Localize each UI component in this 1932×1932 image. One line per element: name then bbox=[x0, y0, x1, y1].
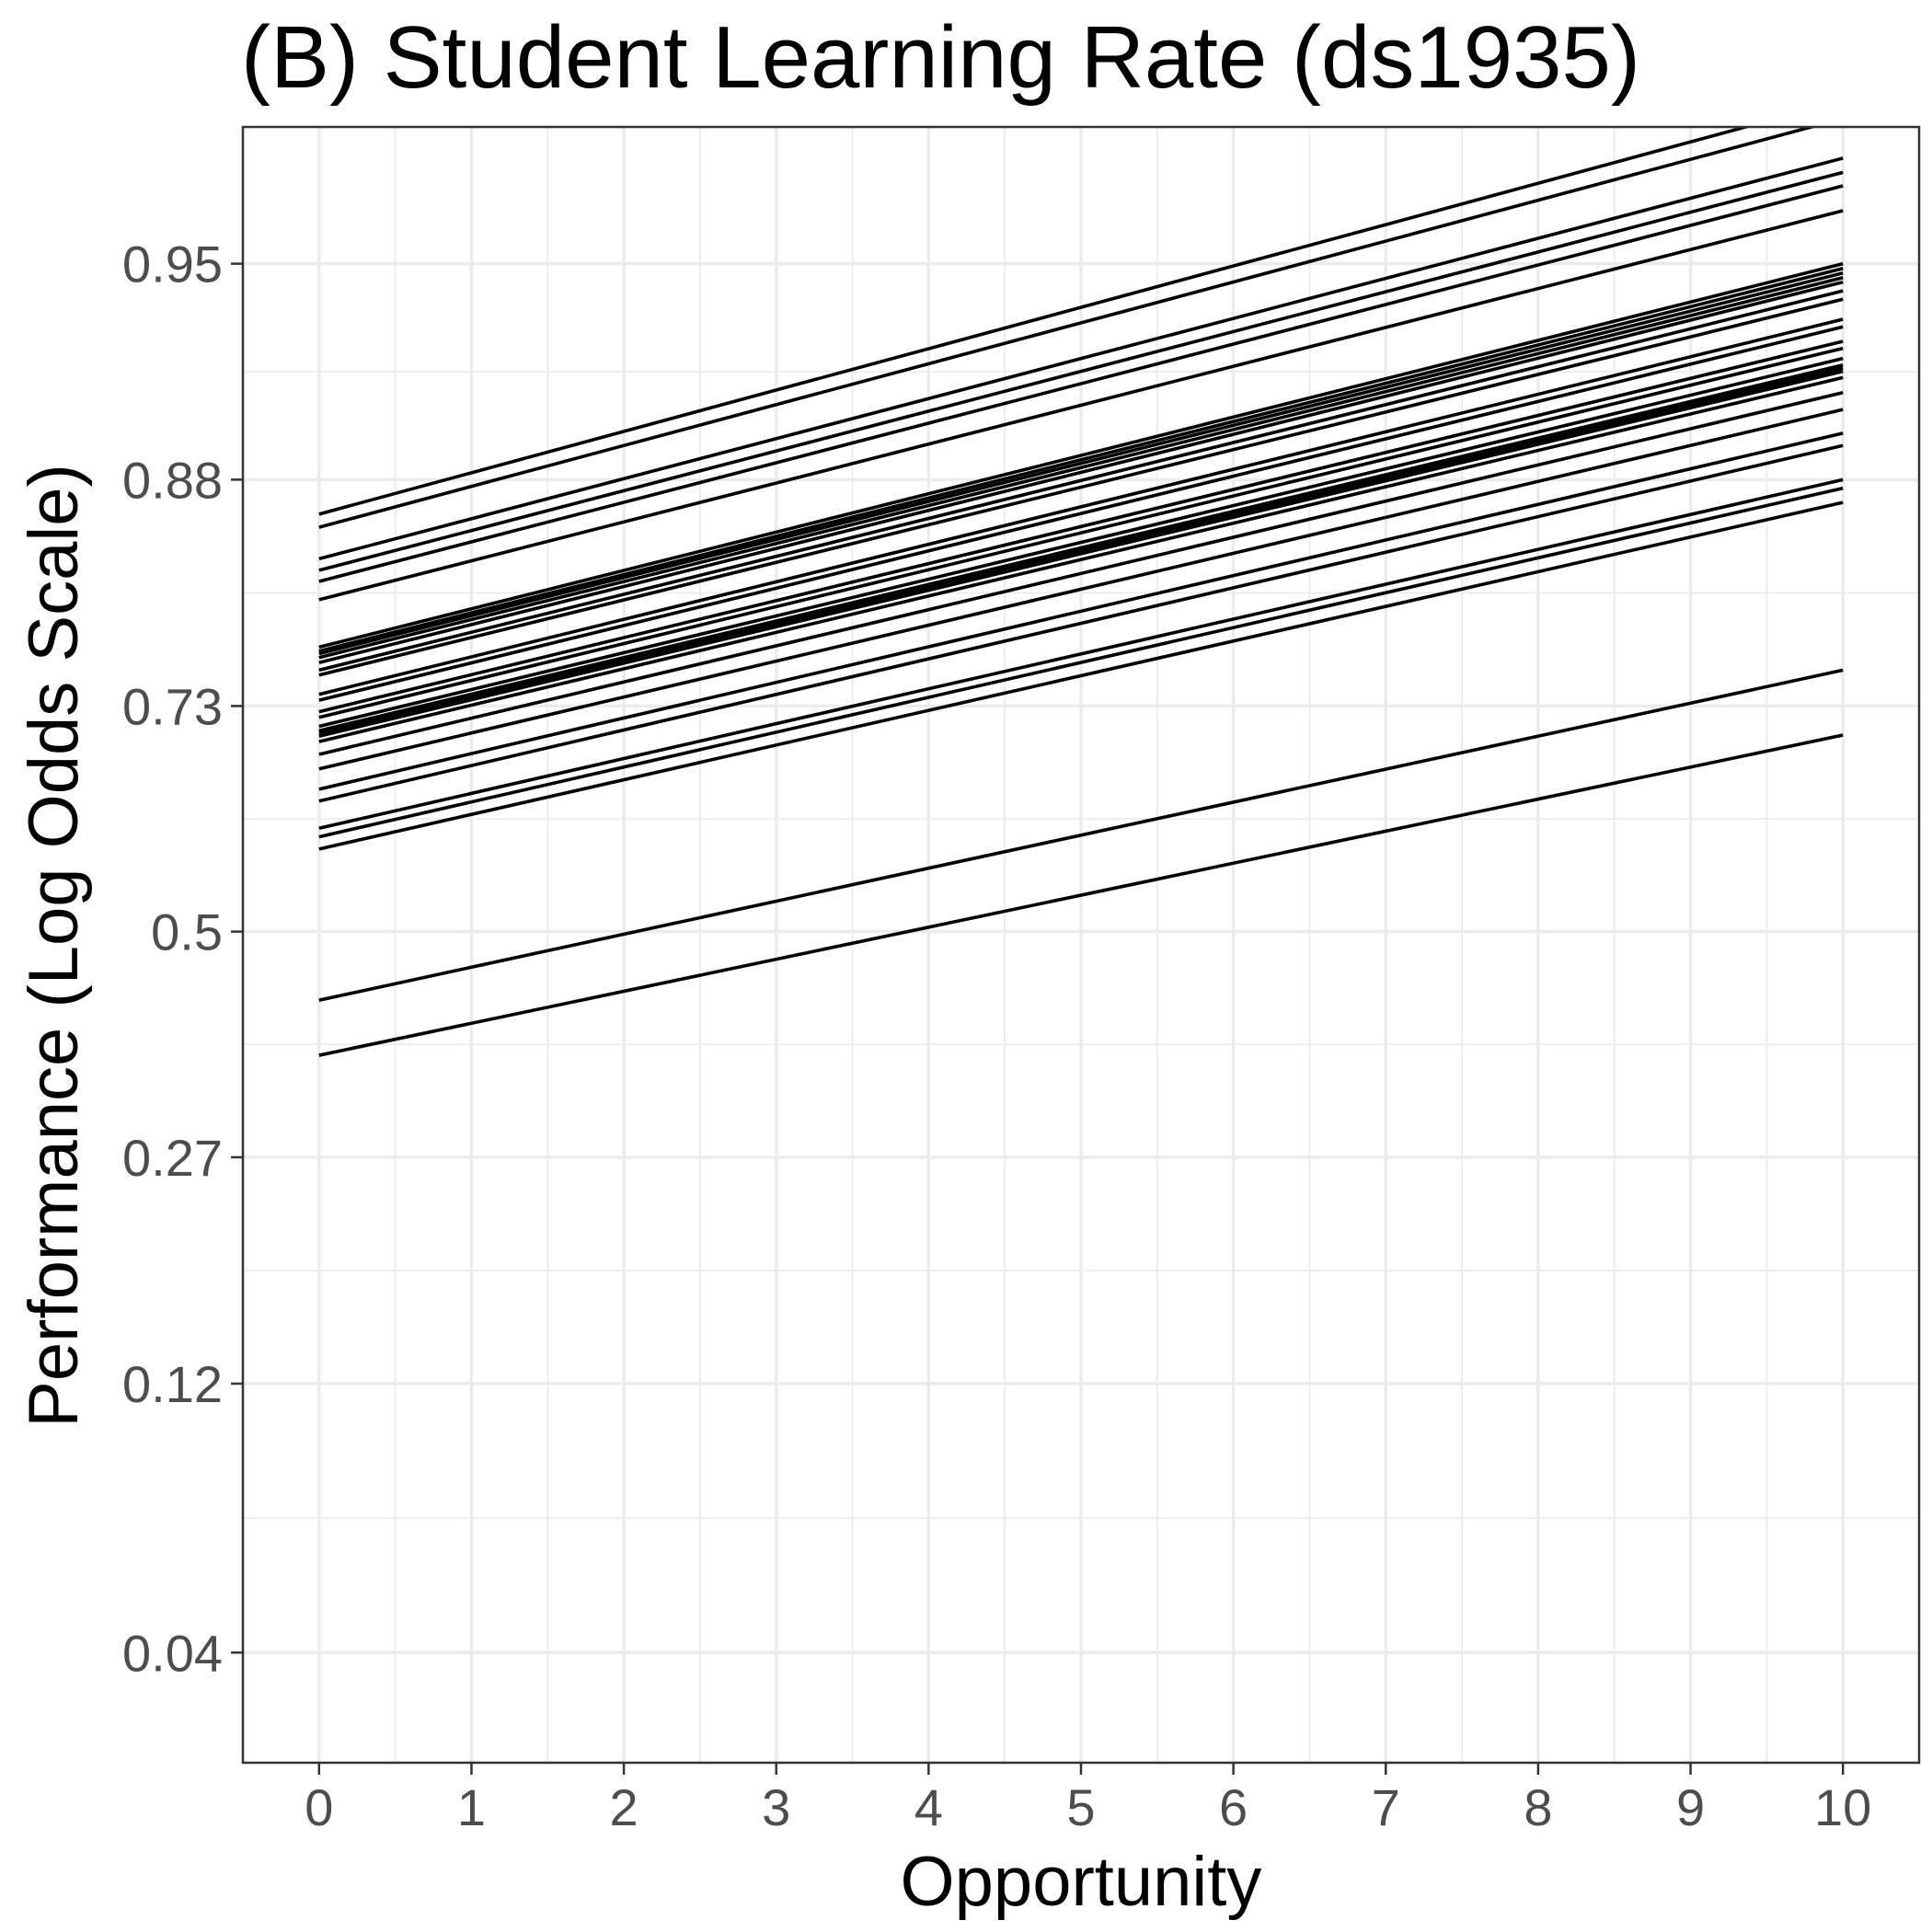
series-line-16 bbox=[318, 339, 1844, 714]
y-tick-label: 0.73 bbox=[122, 677, 223, 735]
series-line-5 bbox=[318, 184, 1844, 583]
series-line-8 bbox=[318, 267, 1844, 653]
series-line-14 bbox=[318, 317, 1844, 696]
series-line-12 bbox=[318, 289, 1844, 673]
series-line-31 bbox=[318, 733, 1844, 1057]
y-tick-label: 0.95 bbox=[122, 236, 223, 293]
y-axis-title: Performance (Log Odds Scale) bbox=[15, 464, 93, 1428]
series-line-15 bbox=[318, 325, 1844, 702]
series-line-2 bbox=[318, 127, 1818, 529]
series-line-22 bbox=[318, 375, 1844, 743]
x-tick-label: 7 bbox=[1372, 1778, 1400, 1836]
series-line-23 bbox=[318, 390, 1844, 756]
series-line-27 bbox=[318, 477, 1844, 831]
y-tick-label: 0.5 bbox=[151, 903, 223, 961]
series-line-28 bbox=[318, 486, 1844, 839]
series-line-21 bbox=[318, 369, 1844, 738]
y-tick-label: 0.27 bbox=[122, 1129, 223, 1187]
x-tick-label: 10 bbox=[1814, 1778, 1871, 1836]
x-axis-title: Opportunity bbox=[901, 1843, 1262, 1921]
x-tick-label: 5 bbox=[1066, 1778, 1095, 1836]
x-tick-label: 8 bbox=[1524, 1778, 1552, 1836]
series-line-19 bbox=[318, 362, 1844, 733]
series-line-4 bbox=[318, 170, 1844, 572]
chart-title: (B) Student Learning Rate (ds1935) bbox=[241, 8, 1640, 107]
y-tick-label: 0.12 bbox=[122, 1355, 223, 1413]
y-axis: 0.04 0.12 0.27 0.5 0.73 0.88 0.95 bbox=[122, 236, 243, 1682]
x-tick-label: 4 bbox=[914, 1778, 943, 1836]
series-line-26 bbox=[318, 443, 1844, 803]
x-tick-label: 0 bbox=[305, 1778, 333, 1836]
series-line-10 bbox=[318, 276, 1844, 660]
series-line-6 bbox=[318, 209, 1844, 602]
series-line-30 bbox=[318, 668, 1844, 1002]
series-line-3 bbox=[318, 156, 1844, 561]
x-tick-label: 1 bbox=[457, 1778, 486, 1836]
series-line-9 bbox=[318, 271, 1844, 656]
series-line-25 bbox=[318, 431, 1844, 791]
series-line-7 bbox=[318, 261, 1844, 650]
series-lines bbox=[318, 127, 1844, 1057]
series-line-29 bbox=[318, 500, 1844, 851]
series-line-17 bbox=[318, 346, 1844, 719]
x-tick-label: 6 bbox=[1219, 1778, 1248, 1836]
x-axis: 0 1 2 3 4 5 6 7 8 9 10 bbox=[305, 1763, 1871, 1836]
x-tick-label: 9 bbox=[1676, 1778, 1705, 1836]
y-tick-label: 0.04 bbox=[122, 1624, 223, 1682]
series-line-20 bbox=[318, 366, 1844, 735]
series-line-11 bbox=[318, 280, 1844, 664]
series-line-18 bbox=[318, 356, 1844, 729]
x-tick-label: 2 bbox=[610, 1778, 638, 1836]
series-line-1 bbox=[318, 127, 1753, 516]
y-tick-label: 0.88 bbox=[122, 451, 223, 509]
series-line-24 bbox=[318, 408, 1844, 771]
series-line-13 bbox=[318, 297, 1844, 677]
x-tick-label: 3 bbox=[762, 1778, 790, 1836]
